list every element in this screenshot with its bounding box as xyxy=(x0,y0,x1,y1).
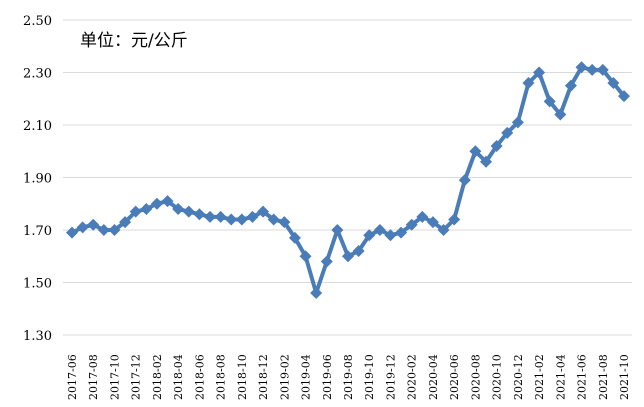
data-point-marker xyxy=(129,205,142,218)
x-tick-label: 2021-08 xyxy=(597,354,610,400)
x-tick-label: 2018-02 xyxy=(151,354,164,400)
x-tick-label: 2019-08 xyxy=(342,354,355,400)
y-tick-label: 2.30 xyxy=(23,67,52,82)
unit-note: 单位：元/公斤 xyxy=(80,31,188,51)
x-tick-label: 2020-10 xyxy=(491,354,504,400)
data-point-marker xyxy=(97,224,110,236)
data-point-marker xyxy=(618,90,630,103)
y-tick-label: 1.90 xyxy=(23,172,52,187)
data-point-marker xyxy=(458,174,471,187)
data-point-marker xyxy=(193,208,206,221)
data-point-marker xyxy=(235,213,248,226)
data-point-marker xyxy=(437,224,450,236)
data-point-marker xyxy=(384,229,397,242)
data-point-marker xyxy=(299,250,312,263)
data-point-marker xyxy=(225,213,238,226)
x-tick-label: 2017-10 xyxy=(108,354,121,400)
x-tick-label: 2017-08 xyxy=(87,354,100,400)
data-point-marker xyxy=(490,140,503,152)
data-point-marker xyxy=(267,213,280,226)
x-tick-label: 2018-12 xyxy=(257,354,270,400)
data-point-marker xyxy=(416,210,429,223)
data-point-marker xyxy=(363,229,376,242)
data-point-marker xyxy=(533,66,546,79)
x-tick-label: 2021-06 xyxy=(576,354,589,400)
data-point-marker xyxy=(426,216,439,229)
data-point-marker xyxy=(501,126,514,139)
data-point-marker xyxy=(522,77,535,89)
x-tick-label: 2019-12 xyxy=(384,354,397,400)
data-point-marker xyxy=(320,255,333,268)
y-tick-label: 1.70 xyxy=(23,224,52,239)
data-point-marker xyxy=(76,221,89,234)
data-point-marker xyxy=(87,218,100,231)
x-tick-label: 2020-08 xyxy=(469,354,482,400)
x-tick-label: 2018-06 xyxy=(193,354,206,400)
data-point-marker xyxy=(596,63,609,76)
x-tick-label: 2021-04 xyxy=(554,354,567,400)
x-tick-label: 2019-06 xyxy=(321,354,334,400)
x-tick-label: 2020-06 xyxy=(448,354,461,400)
x-tick-label: 2019-10 xyxy=(363,354,376,400)
data-point-marker xyxy=(182,205,195,218)
x-tick-label: 2020-12 xyxy=(512,354,525,400)
x-tick-label: 2020-02 xyxy=(406,354,419,400)
y-tick-label: 2.10 xyxy=(23,119,52,134)
data-point-marker xyxy=(469,145,482,158)
y-tick-label: 1.50 xyxy=(23,277,52,292)
data-point-marker xyxy=(511,116,524,129)
x-tick-label: 2019-04 xyxy=(300,354,313,400)
data-point-marker xyxy=(395,226,408,239)
x-tick-label: 2017-12 xyxy=(130,354,143,400)
y-axis-ticks: 1.30 1.50 1.70 1.90 2.10 2.30 2.50 xyxy=(23,14,52,344)
data-point-marker xyxy=(161,195,174,208)
data-point-marker xyxy=(150,197,163,210)
data-point-marker xyxy=(214,210,227,223)
series-markers xyxy=(66,61,630,299)
x-tick-label: 2021-02 xyxy=(533,354,546,400)
x-tick-label: 2017-06 xyxy=(66,354,79,400)
data-point-marker xyxy=(575,61,588,74)
x-tick-label: 2020-04 xyxy=(427,354,440,400)
data-point-marker xyxy=(172,203,185,215)
data-point-marker xyxy=(607,77,620,89)
y-tick-label: 2.50 xyxy=(23,14,52,29)
x-axis-ticks: 2017-06 2017-08 2017-10 2017-12 2018-02 2018-… xyxy=(66,354,631,400)
x-tick-label: 2018-08 xyxy=(215,354,228,400)
data-point-marker xyxy=(310,287,323,299)
data-point-marker xyxy=(342,250,354,263)
data-point-marker xyxy=(564,79,577,92)
data-point-marker xyxy=(140,203,153,215)
data-point-marker xyxy=(405,218,418,231)
data-point-marker xyxy=(543,95,556,108)
y-tick-label: 1.30 xyxy=(23,329,52,344)
data-point-marker xyxy=(448,213,461,226)
x-tick-label: 2018-04 xyxy=(172,354,185,400)
data-point-marker xyxy=(119,216,132,229)
gridlines xyxy=(63,19,632,336)
data-point-marker xyxy=(586,63,599,76)
data-point-marker xyxy=(373,224,386,236)
data-point-marker xyxy=(480,155,492,168)
data-point-marker xyxy=(66,226,78,239)
data-point-marker xyxy=(331,224,344,236)
x-tick-label: 2021-10 xyxy=(618,354,631,400)
data-point-marker xyxy=(554,108,567,121)
x-tick-label: 2018-10 xyxy=(236,354,249,400)
data-point-marker xyxy=(246,210,259,223)
data-point-marker xyxy=(352,245,365,257)
data-point-marker xyxy=(108,224,121,236)
data-point-marker xyxy=(257,205,270,218)
data-point-marker xyxy=(278,216,291,229)
data-point-marker xyxy=(288,231,301,244)
x-tick-label: 2019-02 xyxy=(278,354,291,400)
data-point-marker xyxy=(204,210,216,223)
